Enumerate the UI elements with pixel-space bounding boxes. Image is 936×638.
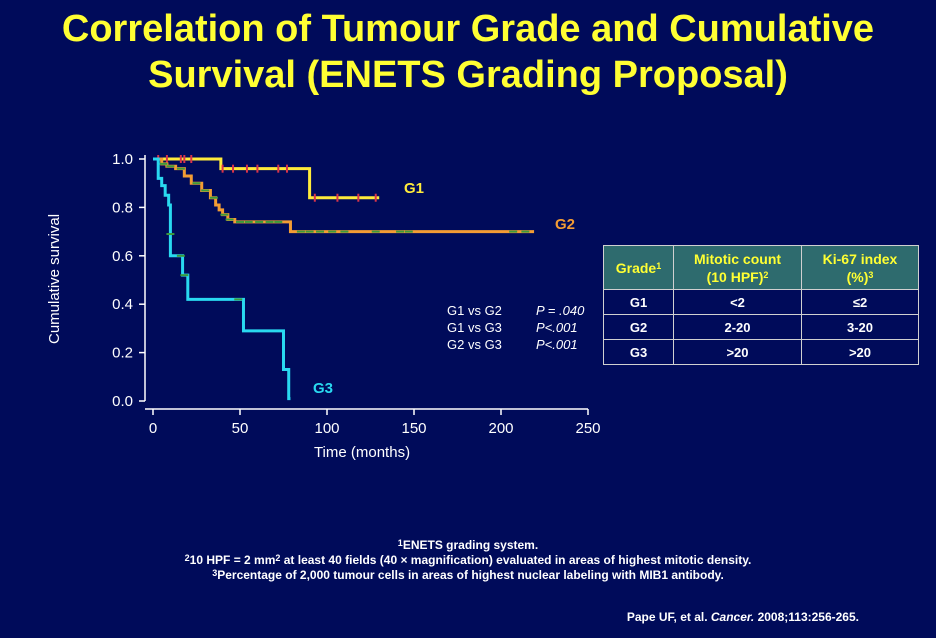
x-tick-label: 0 bbox=[149, 420, 157, 437]
annotation-p-value: P<.001 bbox=[536, 320, 578, 335]
series-label-g2: G2 bbox=[555, 216, 575, 233]
citation: Pape UF, et al. Cancer. 2008;113:256-265… bbox=[626, 610, 859, 624]
table-cell: G2 bbox=[603, 314, 674, 340]
table-cell: >20 bbox=[673, 339, 802, 365]
x-tick-label: 250 bbox=[575, 420, 600, 437]
series-line-g3 bbox=[153, 157, 291, 401]
annotation-p-value: P = .040 bbox=[536, 303, 585, 318]
table-cell: 3-20 bbox=[801, 314, 919, 340]
annotation-comparison: G1 vs G2 bbox=[447, 303, 502, 318]
x-axis-label: Time (months) bbox=[314, 444, 410, 461]
y-tick-label: 0.6 bbox=[112, 248, 133, 265]
y-tick-label: 0.2 bbox=[112, 345, 133, 362]
slide-title: Correlation of Tumour Grade and Cumulati… bbox=[0, 6, 936, 98]
table-cell: 2-20 bbox=[673, 314, 802, 340]
series-line-g1 bbox=[153, 157, 380, 200]
table-row: G2 2-20 3-20 bbox=[603, 314, 919, 340]
series-label-g3: G3 bbox=[313, 380, 333, 397]
y-tick-label: 1.0 bbox=[112, 151, 133, 168]
series-line-g2 bbox=[153, 157, 535, 234]
x-tick-label: 100 bbox=[314, 420, 339, 437]
y-tick-label: 0.4 bbox=[112, 296, 133, 313]
annotation-p-value: P<.001 bbox=[536, 337, 578, 352]
table-cell: >20 bbox=[801, 339, 919, 365]
y-tick-label: 0.0 bbox=[112, 393, 133, 410]
y-axis-label: Cumulative survival bbox=[46, 214, 63, 344]
footnote-3: 3Percentage of 2,000 tumour cells in are… bbox=[212, 568, 724, 582]
table-header-row: Grade1 Mitotic count (10 HPF)2 Ki-67 inde… bbox=[603, 245, 919, 290]
x-tick-label: 200 bbox=[488, 420, 513, 437]
table-cell: <2 bbox=[673, 289, 802, 315]
x-tick-label: 50 bbox=[232, 420, 249, 437]
footnote-1: 1ENETS grading system. bbox=[397, 538, 539, 552]
grading-table: Grade1 Mitotic count (10 HPF)2 Ki-67 inde… bbox=[603, 245, 919, 365]
title-line-2: Survival (ENETS Grading Proposal) bbox=[148, 54, 788, 96]
table-header-ki67: Ki-67 index (%)3 bbox=[801, 245, 919, 290]
y-tick-label: 0.8 bbox=[112, 199, 133, 216]
table-row: G1 <2 ≤2 bbox=[603, 289, 919, 315]
series-label-g1: G1 bbox=[404, 180, 424, 197]
table-header-mitotic: Mitotic count (10 HPF)2 bbox=[673, 245, 802, 290]
footnotes: 1ENETS grading system. 210 HPF = 2 mm2 a… bbox=[100, 538, 836, 583]
table-cell: G3 bbox=[603, 339, 674, 365]
annotation-comparison: G2 vs G3 bbox=[447, 337, 502, 352]
annotation-comparison: G1 vs G3 bbox=[447, 320, 502, 335]
table-cell: G1 bbox=[603, 289, 674, 315]
title-line-1: Correlation of Tumour Grade and Cumulati… bbox=[61, 8, 875, 50]
table-header-grade: Grade1 bbox=[603, 245, 674, 290]
x-tick-label: 150 bbox=[401, 420, 426, 437]
footnote-2: 210 HPF = 2 mm2 at least 40 fields (40 ×… bbox=[184, 553, 752, 567]
table-cell: ≤2 bbox=[801, 289, 919, 315]
table-row: G3 >20 >20 bbox=[603, 339, 919, 365]
